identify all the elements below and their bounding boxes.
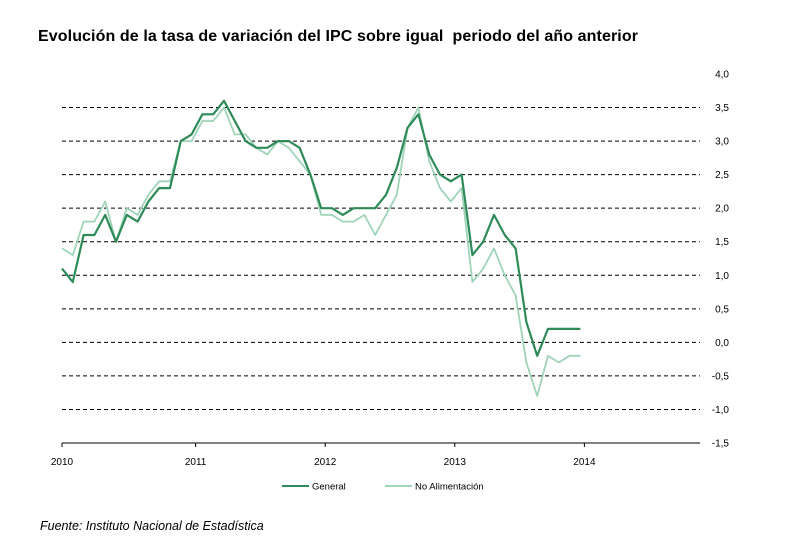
x-tick-label: 2010 <box>51 457 74 468</box>
y-tick-label: 1,5 <box>715 237 729 248</box>
legend: General No Alimentación <box>282 482 484 493</box>
x-tick-label: 2014 <box>573 457 596 468</box>
y-tick-label: 1,0 <box>715 271 729 282</box>
x-tick-label: 2013 <box>444 457 467 468</box>
y-tick-label: -0,5 <box>712 371 730 382</box>
y-tick-label: 2,5 <box>715 170 729 181</box>
y-tick-label: -1,5 <box>712 439 730 450</box>
y-tick-label: -1,0 <box>712 405 730 416</box>
y-tick-label: 0,0 <box>715 338 729 349</box>
y-tick-label: 2,0 <box>715 204 729 215</box>
y-tick-label: 3,0 <box>715 137 729 148</box>
series-lines <box>61 99 581 397</box>
series-line-no-alimentación <box>61 106 581 397</box>
legend-label: General <box>312 482 346 493</box>
x-tick-label: 2012 <box>314 457 337 468</box>
series-line-general <box>61 99 581 357</box>
y-tick-label: 0,5 <box>715 304 729 315</box>
x-tick-label: 2011 <box>185 457 207 468</box>
x-axis-ticks: 2010 2011 2012 2013 2014 <box>51 443 596 468</box>
legend-label: No Alimentación <box>415 482 484 493</box>
source-note: Fuente: Instituto Nacional de Estadístic… <box>40 519 264 533</box>
chart-title: Evolución de la tasa de variación del IP… <box>38 28 639 45</box>
y-tick-label: 4,0 <box>715 70 729 81</box>
y-tick-label: 3,5 <box>715 103 729 114</box>
grid-lines <box>62 107 700 410</box>
y-axis-ticks: 4,0 3,5 3,0 2,5 2,0 1,5 1,0 0,5 0,0 -0,5 -1,0 -1,5 <box>712 70 730 450</box>
